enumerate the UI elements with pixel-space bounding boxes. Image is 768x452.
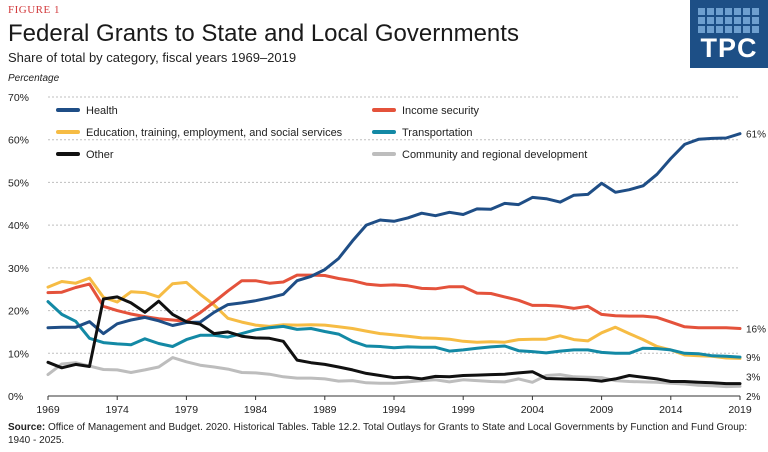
logo-square	[743, 26, 750, 33]
x-tick-label: 1974	[106, 404, 130, 415]
logo-square	[716, 17, 723, 24]
series-line-income-security	[46, 273, 742, 330]
legend-label: Income security	[402, 105, 480, 117]
logo-square	[725, 8, 732, 15]
y-tick-label: 60%	[8, 135, 29, 147]
logo-square	[716, 8, 723, 15]
end-label: 9%	[746, 353, 761, 364]
series-line-transportation	[46, 300, 742, 359]
end-label: 2%	[746, 392, 761, 403]
logo-square	[743, 17, 750, 24]
x-tick-label: 1999	[452, 404, 476, 415]
series-line-other	[46, 295, 742, 386]
y-tick-label: 40%	[8, 220, 29, 232]
legend-label: Transportation	[402, 127, 473, 139]
logo-square	[725, 17, 732, 24]
legend-label: Community and regional development	[402, 149, 587, 161]
y-tick-label: 70%	[8, 92, 29, 104]
logo-square	[716, 26, 723, 33]
y-tick-label: 0%	[8, 391, 23, 403]
x-tick-label: 2014	[659, 404, 683, 415]
end-label: 3%	[746, 373, 761, 384]
x-tick-label: 1969	[36, 404, 60, 415]
chart-title: Federal Grants to State and Local Govern…	[8, 20, 519, 47]
y-tick-label: 10%	[8, 348, 29, 360]
series-line-community-and-regional-development	[46, 356, 742, 389]
chart-subtitle: Share of total by category, fiscal years…	[8, 50, 297, 65]
logo-square	[734, 8, 741, 15]
series-line-education-training-employment-and-social-services	[46, 276, 742, 360]
logo-text: TPC	[700, 33, 758, 63]
line-chart: Percentage 0% 10% 20% 30% 40% 50% 60% 70% 1969 197…	[8, 73, 766, 415]
y-tick-label: 30%	[8, 263, 29, 275]
y-tick-label: 50%	[8, 177, 29, 189]
logo-square	[707, 17, 714, 24]
logo-square	[707, 26, 714, 33]
source-label: Source:	[8, 422, 46, 433]
figure-label: FIGURE 1	[8, 4, 60, 16]
x-tick-label: 1989	[313, 404, 337, 415]
logo-grid-icon	[698, 8, 760, 33]
logo-square	[752, 8, 759, 15]
logo-square	[734, 26, 741, 33]
source-note: Source: Office of Management and Budget.…	[8, 421, 758, 447]
logo-square	[707, 8, 714, 15]
end-label: 16%	[746, 325, 766, 336]
legend-label: Other	[86, 149, 114, 161]
x-tick-label: 1979	[175, 404, 199, 415]
logo-square	[743, 8, 750, 15]
end-label: 61%	[746, 130, 766, 141]
logo-square	[752, 17, 759, 24]
y-tick-label: 20%	[8, 306, 29, 318]
x-tick-label: 1994	[382, 404, 406, 415]
series-line-health	[46, 132, 742, 336]
logo-square	[752, 26, 759, 33]
x-tick-label: 2004	[521, 404, 545, 415]
tpc-logo: TPC	[690, 0, 768, 68]
legend-label: Education, training, employment, and soc…	[86, 127, 343, 139]
logo-square	[725, 26, 732, 33]
y-axis-label: Percentage	[8, 73, 60, 84]
legend-label: Health	[86, 105, 118, 117]
logo-square	[698, 8, 705, 15]
source-text: Office of Management and Budget. 2020. H…	[8, 422, 748, 446]
x-tick-label: 2019	[728, 404, 752, 415]
logo-square	[734, 17, 741, 24]
x-tick-label: 2009	[590, 404, 614, 415]
x-tick-label: 1984	[244, 404, 268, 415]
logo-square	[698, 26, 705, 33]
logo-square	[698, 17, 705, 24]
